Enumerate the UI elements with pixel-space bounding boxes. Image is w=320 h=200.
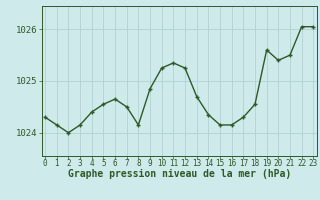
X-axis label: Graphe pression niveau de la mer (hPa): Graphe pression niveau de la mer (hPa) bbox=[68, 169, 291, 179]
